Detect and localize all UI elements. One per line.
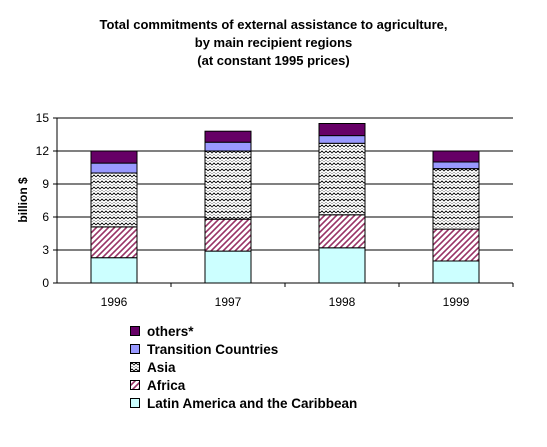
legend-label: Transition Countries — [147, 341, 279, 357]
bar-segment-1997-asia — [204, 150, 252, 220]
y-tick-label: 6 — [42, 210, 49, 224]
chart-title-line-3: (at constant 1995 prices) — [197, 53, 350, 68]
bar-segment-1998-others- — [318, 123, 366, 137]
legend-swatch — [130, 380, 140, 390]
legend-label: Africa — [147, 377, 186, 393]
x-tick-label-1998: 1998 — [329, 295, 356, 309]
x-tick-label-1997: 1997 — [215, 295, 242, 309]
bar-segment-1999-africa — [432, 228, 480, 262]
bar-segment-1996-africa — [90, 226, 138, 259]
chart-title-line-1: Total commitments of external assistance… — [99, 17, 448, 32]
bar-segment-1996-others- — [90, 150, 138, 164]
bar-segment-1997-latin-america-and-the-caribbean — [204, 250, 252, 284]
bar-segment-1997-africa — [204, 218, 252, 252]
bar-segment-1999-asia — [432, 168, 480, 230]
bar-segment-1996-asia — [90, 172, 138, 228]
legend-swatch — [130, 344, 140, 354]
chart-title-line-2: by main recipient regions — [194, 35, 353, 50]
bar-segment-1997-others- — [204, 130, 252, 143]
bar-segment-1999-transition-countries — [432, 161, 480, 170]
x-tick-label-1999: 1999 — [443, 295, 470, 309]
axes: 0 3 6 9 12 15 1996 1997 1998 1999 — [36, 111, 514, 309]
chart-title: Total commitments of external assistance… — [0, 16, 547, 70]
legend-item: Transition Countries — [130, 340, 357, 358]
y-tick-label: 12 — [36, 144, 50, 158]
bar-segment-1999-others- — [432, 150, 480, 163]
legend-item: Asia — [130, 358, 357, 376]
legend-label: Latin America and the Caribbean — [147, 395, 358, 411]
y-tick-label: 3 — [42, 243, 49, 257]
bar-segment-1997-transition-countries — [204, 141, 252, 152]
legend-swatch — [130, 398, 140, 408]
legend-label: Asia — [147, 359, 176, 375]
legend-label: others* — [147, 323, 194, 339]
legend-swatch — [130, 362, 140, 372]
legend-item: Africa — [130, 376, 357, 394]
y-tick-label: 0 — [42, 276, 49, 290]
legend-item: others* — [130, 322, 357, 340]
x-tick-label-1996: 1996 — [101, 295, 128, 309]
legend-item: Latin America and the Caribbean — [130, 394, 357, 412]
bar-segment-1998-africa — [318, 214, 366, 249]
bar-segment-1998-transition-countries — [318, 135, 366, 144]
bar-segment-1998-latin-america-and-the-caribbean — [318, 247, 366, 284]
bar-segment-1998-asia — [318, 142, 366, 216]
bar-segment-1996-transition-countries — [90, 162, 138, 174]
legend: others* Transition Countries Asia Africa Lat… — [130, 322, 357, 412]
y-tick-label: 9 — [42, 177, 49, 191]
legend-swatch — [130, 326, 140, 336]
y-tick-label: 15 — [36, 111, 50, 125]
bars-group — [90, 123, 480, 284]
bar-segment-1999-latin-america-and-the-caribbean — [432, 260, 480, 284]
bar-segment-1996-latin-america-and-the-caribbean — [90, 257, 138, 284]
y-axis-label: billion $ — [16, 177, 30, 223]
